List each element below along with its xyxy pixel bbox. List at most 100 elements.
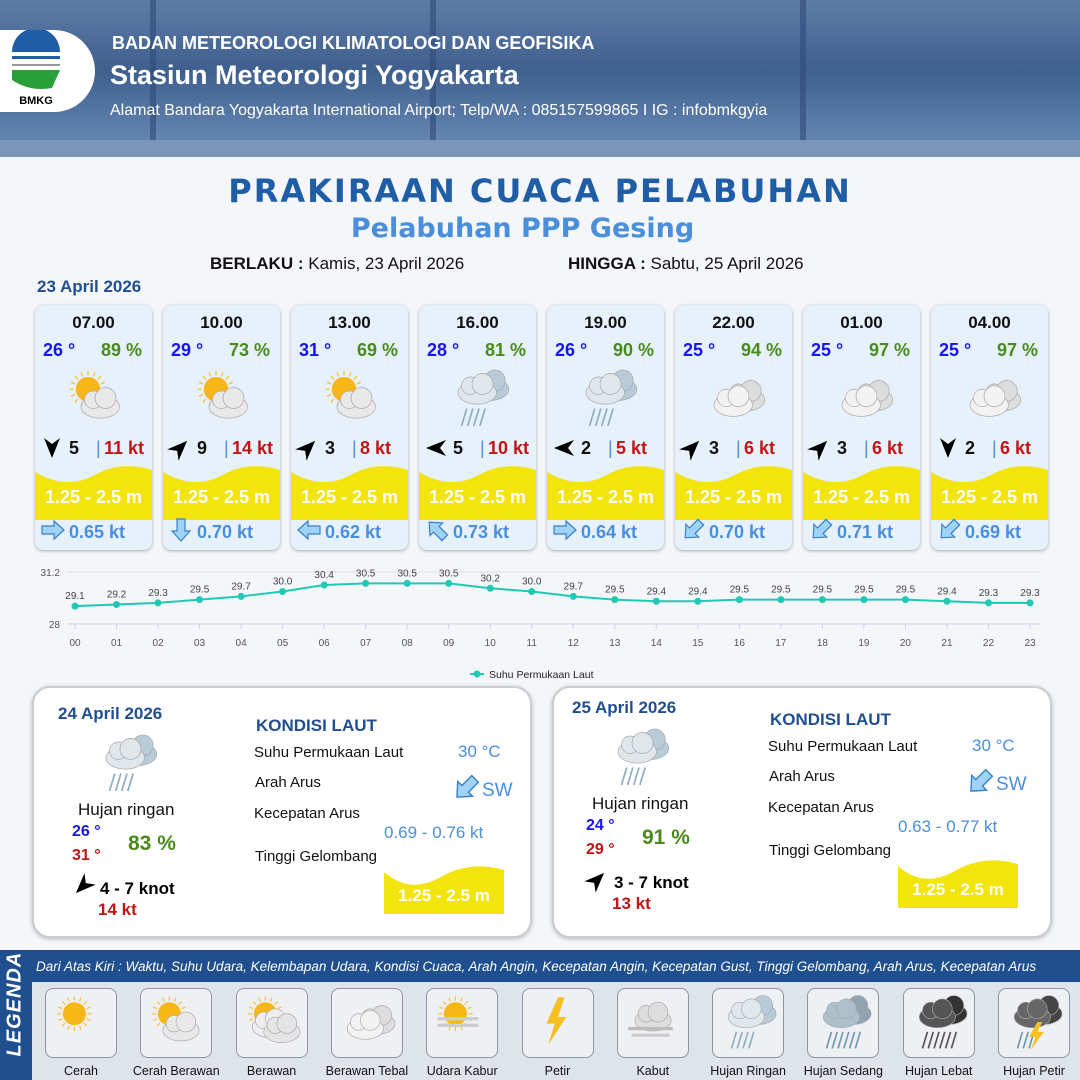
wave-height-label: Tinggi Gelombang [769, 842, 892, 859]
wind-direction-icon [425, 437, 447, 464]
cerah-berawan-icon [316, 363, 386, 433]
x-tick-label: 05 [277, 638, 289, 649]
data-point [1026, 599, 1034, 607]
data-label: 29.4 [937, 586, 957, 597]
data-point [154, 599, 162, 607]
bmkg-logo: BMKG [0, 28, 95, 112]
wind-direction-icon [584, 869, 608, 896]
data-point [196, 596, 204, 604]
data-label: 29.1 [65, 591, 85, 602]
wind-direction-icon [295, 437, 319, 464]
x-tick-label: 00 [69, 638, 81, 649]
current-speed: 0.71 kt [837, 522, 894, 542]
data-label: 29.4 [647, 586, 667, 597]
data-label: 29.3 [979, 588, 999, 599]
forecast-time: 13.00 [328, 313, 371, 332]
berawan-tebal-icon [956, 363, 1026, 433]
data-label: 30.0 [273, 577, 293, 588]
current-direction: SW [966, 768, 1027, 802]
wind-direction-icon [167, 437, 191, 464]
current-info: 0.62 kt [297, 518, 381, 547]
data-point [528, 588, 536, 595]
weather-condition: Hujan ringan [592, 794, 689, 813]
data-label: 30.4 [314, 570, 334, 581]
legend-label: Hujan Petir [1003, 1064, 1065, 1078]
wave-shape [675, 460, 792, 520]
data-point [486, 584, 494, 592]
wind-speed: 5 [453, 438, 464, 458]
wind-info: 2 | 6 kt [937, 435, 1043, 461]
data-label: 30.5 [439, 568, 459, 579]
x-tick-label: 04 [236, 638, 248, 649]
cerah-berawan-icon [60, 363, 130, 433]
wave-shape [291, 460, 408, 520]
page-subtitle: Pelabuhan PPP Gesing [350, 213, 695, 244]
forecast-card: 04.00 25 ° 97 % 2 | 6 kt 1.25 - 2.5 m 0.69… [931, 305, 1048, 550]
legend-hujan-sedang [807, 988, 880, 1058]
data-label: 29.5 [190, 585, 210, 596]
udara-kabur-icon [429, 989, 497, 1060]
sea-condition-title: KONDISI LAUT [256, 716, 377, 735]
current-speed: 0.64 kt [581, 522, 638, 542]
panel-date: 24 April 2026 [58, 704, 163, 723]
x-tick-label: 10 [485, 638, 497, 649]
current-direction-icon [966, 768, 994, 802]
wind-speed: 2 [581, 438, 592, 458]
humidity: 81 % [484, 340, 526, 360]
hujan-ringan-icon [715, 989, 783, 1060]
wind-info: 5 | 11 kt [41, 435, 147, 461]
data-point [611, 596, 619, 604]
data-label: 29.5 [771, 585, 791, 596]
cerah-berawan-icon [143, 989, 211, 1060]
data-point [818, 596, 826, 604]
wave-height-label: Tinggi Gelombang [255, 848, 378, 865]
forecast-time: 07.00 [72, 313, 115, 332]
data-label: 29.5 [854, 585, 874, 596]
forecast-time: 01.00 [840, 313, 883, 332]
gust-speed: 6 kt [872, 438, 904, 458]
current-speed-value: 0.69 - 0.76 kt [384, 823, 484, 842]
current-direction-icon [41, 518, 65, 547]
humidity: 73 % [228, 340, 270, 360]
current-direction-label: Arah Arus [255, 774, 321, 791]
current-speed: 0.69 kt [965, 522, 1022, 542]
legend-petir [521, 988, 594, 1058]
current-direction-icon [937, 518, 961, 547]
wind-info: 5 | 10 kt [425, 435, 531, 461]
cerah-berawan-icon [188, 363, 258, 433]
legend-label: Hujan Lebat [904, 1064, 973, 1078]
current-speed-label: Kecepatan Arus [768, 799, 874, 816]
wave-shape [163, 460, 280, 520]
legend-hujan-ringan [712, 988, 785, 1060]
forecast-card: 22.00 25 ° 94 % 3 | 6 kt 1.25 - 2.5 m 0.70… [675, 305, 792, 550]
forecast-card: 01.00 25 ° 97 % 3 | 6 kt 1.25 - 2.5 m 0.71… [803, 305, 920, 550]
wave-height: 1.25 - 2.5 m [684, 487, 783, 507]
forecast-time: 04.00 [968, 313, 1011, 332]
x-tick-label: 21 [941, 638, 953, 649]
data-label: 29.3 [148, 588, 168, 599]
x-tick-label: 07 [360, 638, 372, 649]
data-point [237, 592, 245, 600]
x-tick-label: 17 [775, 638, 787, 649]
wind-speed: 2 [965, 438, 976, 458]
wave-height: 1.25 - 2.5 m [940, 487, 1039, 507]
legend-label: Berawan [246, 1064, 297, 1078]
x-tick-label: 12 [568, 638, 580, 649]
day1-date: 23 April 2026 [37, 277, 142, 296]
legend-tab: LEGENDA [0, 950, 32, 1080]
sst-value: 30 °C [458, 742, 501, 761]
legend-berawan-tebal [330, 988, 403, 1060]
forecast-time: 16.00 [456, 313, 499, 332]
data-label: 29.3 [1020, 588, 1040, 599]
berawan-tebal-icon [334, 989, 402, 1060]
wave-height: 1.25 - 2.5 m [556, 487, 655, 507]
air-temp: 25 ° [683, 340, 716, 360]
station-name: Stasiun Meteorologi Yogyakarta [110, 60, 519, 90]
current-info: 0.64 kt [553, 518, 637, 547]
data-point [694, 597, 702, 605]
gust-speed: 6 kt [1000, 438, 1032, 458]
forecast-time: 19.00 [584, 313, 627, 332]
humidity: 83 % [128, 832, 176, 855]
legend-label: Petir [544, 1064, 571, 1078]
gust-speed: 8 kt [360, 438, 392, 458]
